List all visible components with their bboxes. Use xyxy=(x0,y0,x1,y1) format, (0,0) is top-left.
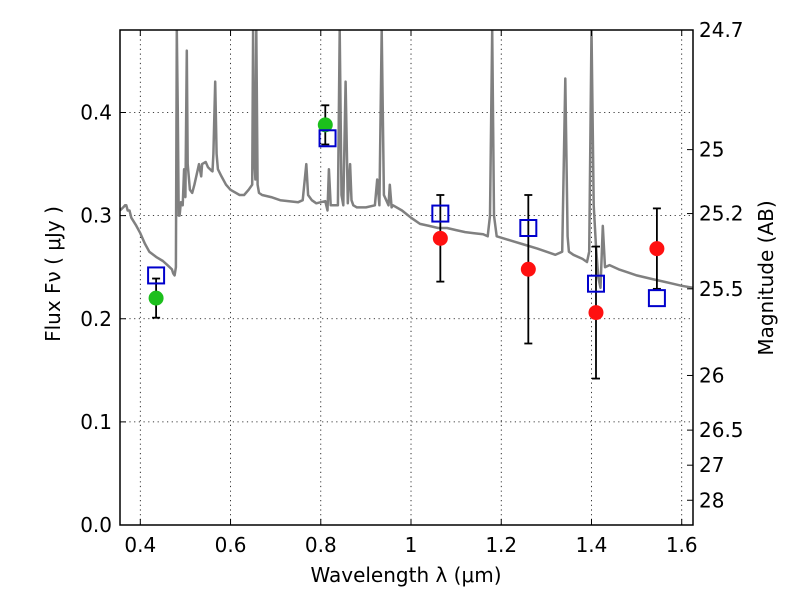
model-point xyxy=(147,266,166,285)
right-tick-label: 25 xyxy=(699,138,724,162)
right-tick-label: 24.7 xyxy=(699,18,744,42)
y-tick-label: 0.3 xyxy=(80,204,112,228)
x-tick-label: 1.6 xyxy=(666,533,698,557)
plot-frame xyxy=(119,29,694,526)
x-tick-label: 1.2 xyxy=(485,533,517,557)
right-tick-label: 28 xyxy=(699,488,724,512)
model-point xyxy=(519,219,538,237)
x-tick-label: 0.8 xyxy=(305,533,337,557)
grid-layer xyxy=(120,30,693,526)
right-tick-label: 25.5 xyxy=(699,277,744,301)
y-tick-label: 0.1 xyxy=(80,410,112,434)
x-tick-label: 0.4 xyxy=(124,533,156,557)
right-tick-label: 27 xyxy=(699,453,724,477)
x-axis-label: Wavelength λ (μm) xyxy=(310,563,501,587)
plot-area xyxy=(120,30,693,380)
y-tick-label: 0.0 xyxy=(80,513,112,537)
axis-ticks: 0.4 0.6 0.8 1 1.2 1.4 1.6 0.0 0.1 0.2 0.3 0.4 24.7 25… xyxy=(80,18,743,557)
data-point xyxy=(148,290,164,306)
y-tick-label: 0.2 xyxy=(80,307,112,331)
data-point xyxy=(520,261,536,277)
model-point xyxy=(647,289,666,308)
right-tick-label: 26 xyxy=(699,363,724,387)
data-point xyxy=(317,117,333,133)
spectrum-line xyxy=(120,30,693,290)
data-point xyxy=(649,241,665,257)
axes-box xyxy=(119,29,694,526)
x-tick-label: 1.4 xyxy=(576,533,608,557)
right-tick-label: 26.5 xyxy=(699,418,744,442)
data-point xyxy=(588,305,604,321)
model-point xyxy=(586,274,605,293)
model-point xyxy=(431,204,450,223)
x-tick-label: 0.6 xyxy=(215,533,247,557)
model-point xyxy=(318,129,337,148)
x-tick-label: 1 xyxy=(405,533,418,557)
right-axis-label: Magnitude (AB) xyxy=(754,200,778,355)
data-point xyxy=(432,230,448,246)
y-tick-label: 0.4 xyxy=(80,101,112,125)
y-axis-label: Flux Fν ( μJy ) xyxy=(41,206,65,342)
right-tick-label: 25.2 xyxy=(699,202,744,226)
